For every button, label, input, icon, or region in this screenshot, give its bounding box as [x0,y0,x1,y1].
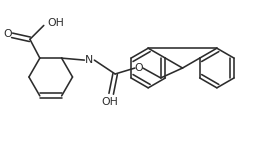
Text: OH: OH [47,18,64,28]
Text: O: O [4,29,12,39]
Text: O: O [135,63,143,73]
Text: N: N [85,55,94,65]
Text: OH: OH [102,97,119,107]
